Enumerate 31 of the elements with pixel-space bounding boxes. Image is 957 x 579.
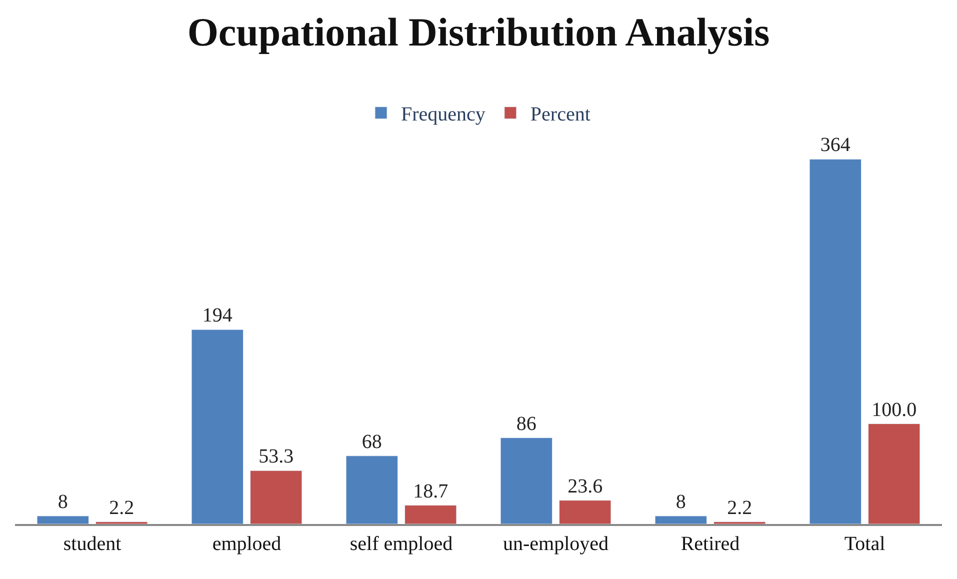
x-tick-label: un-employed <box>502 532 609 555</box>
bar <box>404 505 457 524</box>
x-tick-label: emploed <box>212 532 282 555</box>
bar <box>191 329 244 524</box>
legend-label: Percent <box>530 104 591 126</box>
x-tick-label: student <box>63 532 122 555</box>
bar <box>36 516 89 524</box>
data-label: 2.2 <box>109 496 134 519</box>
bar <box>500 438 552 524</box>
bar <box>559 500 612 524</box>
data-label: 53.3 <box>258 446 294 468</box>
bar <box>346 456 398 524</box>
bar <box>809 158 862 524</box>
data-label: 2.2 <box>727 496 752 519</box>
data-label: 194 <box>202 304 232 327</box>
data-label: 23.6 <box>568 475 603 498</box>
data-label: 86 <box>516 412 536 435</box>
data-label: 18.7 <box>413 480 448 502</box>
chart-title: Ocupational Distribution Analysis <box>187 9 770 54</box>
data-label: 364 <box>820 134 850 156</box>
data-label: 8 <box>58 490 68 513</box>
data-label: 100.0 <box>872 398 917 421</box>
bar <box>868 424 920 524</box>
data-label: 68 <box>362 430 382 453</box>
data-label: 8 <box>676 490 686 513</box>
x-tick-label: Retired <box>680 532 740 555</box>
legend-label: Frequency <box>401 104 486 126</box>
x-tick-label: self emploed <box>350 532 453 555</box>
x-tick-label: Total <box>844 532 886 555</box>
bar <box>654 516 707 524</box>
bar <box>250 470 302 524</box>
